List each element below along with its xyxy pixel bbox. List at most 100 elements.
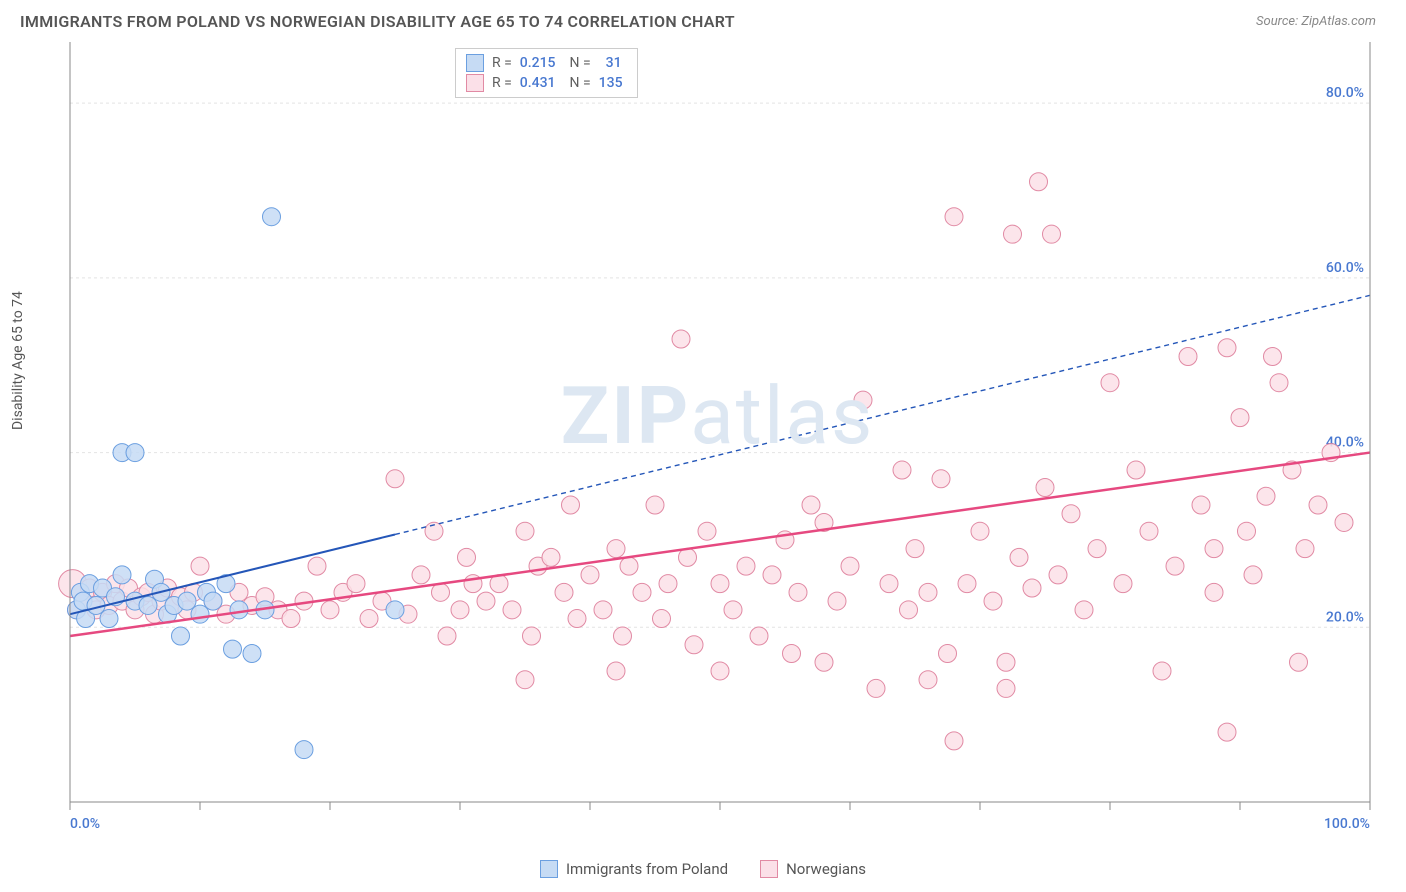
data-point (282, 610, 300, 628)
data-point (1179, 347, 1197, 365)
y-tick-label: 20.0% (1326, 609, 1364, 625)
n-label: N = (570, 55, 591, 71)
data-point (139, 596, 157, 614)
data-point (503, 601, 521, 619)
data-point (646, 496, 664, 514)
data-point (1270, 374, 1288, 392)
data-point (562, 496, 580, 514)
data-point (945, 208, 963, 226)
legend-stats-row: R =0.431N =135 (466, 73, 623, 93)
scatter-chart: 20.0%40.0%60.0%80.0%0.0%100.0% (50, 42, 1385, 832)
data-point (607, 540, 625, 558)
data-point (750, 627, 768, 645)
data-point (1049, 566, 1067, 584)
source-attribution: Source: ZipAtlas.com (1256, 14, 1376, 29)
data-point (763, 566, 781, 584)
series-legend: Immigrants from Poland Norwegians (0, 860, 1406, 878)
data-point (458, 548, 476, 566)
data-point (971, 522, 989, 540)
data-point (1296, 540, 1314, 558)
data-point (1043, 225, 1061, 243)
data-point (783, 644, 801, 662)
series-swatch-icon (466, 74, 484, 92)
y-axis-label: Disability Age 65 to 74 (10, 291, 26, 430)
data-point (614, 627, 632, 645)
data-point (386, 470, 404, 488)
data-point (1205, 540, 1223, 558)
data-point (100, 610, 118, 628)
data-point (321, 601, 339, 619)
series-label: Immigrants from Poland (566, 860, 728, 878)
data-point (932, 470, 950, 488)
data-point (1335, 513, 1353, 531)
data-point (685, 636, 703, 654)
data-point (581, 566, 599, 584)
data-point (230, 601, 248, 619)
data-point (1030, 173, 1048, 191)
trend-line (70, 453, 1370, 636)
data-point (412, 566, 430, 584)
data-point (178, 592, 196, 610)
data-point (1140, 522, 1158, 540)
correlation-legend: R =0.215N = 31R =0.431N =135 (455, 48, 638, 98)
data-point (568, 610, 586, 628)
data-point (1192, 496, 1210, 514)
data-point (386, 601, 404, 619)
data-point (243, 644, 261, 662)
data-point (919, 671, 937, 689)
data-point (347, 575, 365, 593)
data-point (1218, 723, 1236, 741)
data-point (620, 557, 638, 575)
data-point (919, 583, 937, 601)
data-point (698, 522, 716, 540)
x-tick-label: 100.0% (1324, 816, 1370, 832)
data-point (432, 583, 450, 601)
data-point (1244, 566, 1262, 584)
data-point (191, 605, 209, 623)
y-tick-label: 60.0% (1326, 260, 1364, 276)
y-tick-label: 80.0% (1326, 85, 1364, 101)
data-point (653, 610, 671, 628)
data-point (880, 575, 898, 593)
data-point (172, 627, 190, 645)
legend-series-item: Norwegians (760, 860, 866, 878)
legend-stats-row: R =0.215N = 31 (466, 53, 623, 73)
data-point (1023, 579, 1041, 597)
data-point (984, 592, 1002, 610)
data-point (126, 444, 144, 462)
data-point (438, 627, 456, 645)
data-point (360, 610, 378, 628)
r-label: R = (492, 75, 512, 91)
data-point (841, 557, 859, 575)
data-point (1010, 548, 1028, 566)
data-point (1238, 522, 1256, 540)
data-point (1114, 575, 1132, 593)
data-point (828, 592, 846, 610)
data-point (1075, 601, 1093, 619)
series-label: Norwegians (786, 860, 866, 878)
r-label: R = (492, 55, 512, 71)
data-point (1153, 662, 1171, 680)
data-point (191, 557, 209, 575)
data-point (854, 391, 872, 409)
data-point (997, 653, 1015, 671)
data-point (789, 583, 807, 601)
data-point (997, 679, 1015, 697)
data-point (679, 548, 697, 566)
data-point (1166, 557, 1184, 575)
data-point (659, 575, 677, 593)
data-point (711, 662, 729, 680)
data-point (672, 330, 690, 348)
data-point (451, 601, 469, 619)
r-value: 0.215 (520, 55, 556, 71)
data-point (893, 461, 911, 479)
data-point (607, 662, 625, 680)
data-point (594, 601, 612, 619)
x-tick-label: 0.0% (70, 816, 100, 832)
data-point (516, 671, 534, 689)
data-point (523, 627, 541, 645)
data-point (555, 583, 573, 601)
data-point (945, 732, 963, 750)
data-point (295, 741, 313, 759)
r-value: 0.431 (520, 75, 556, 91)
